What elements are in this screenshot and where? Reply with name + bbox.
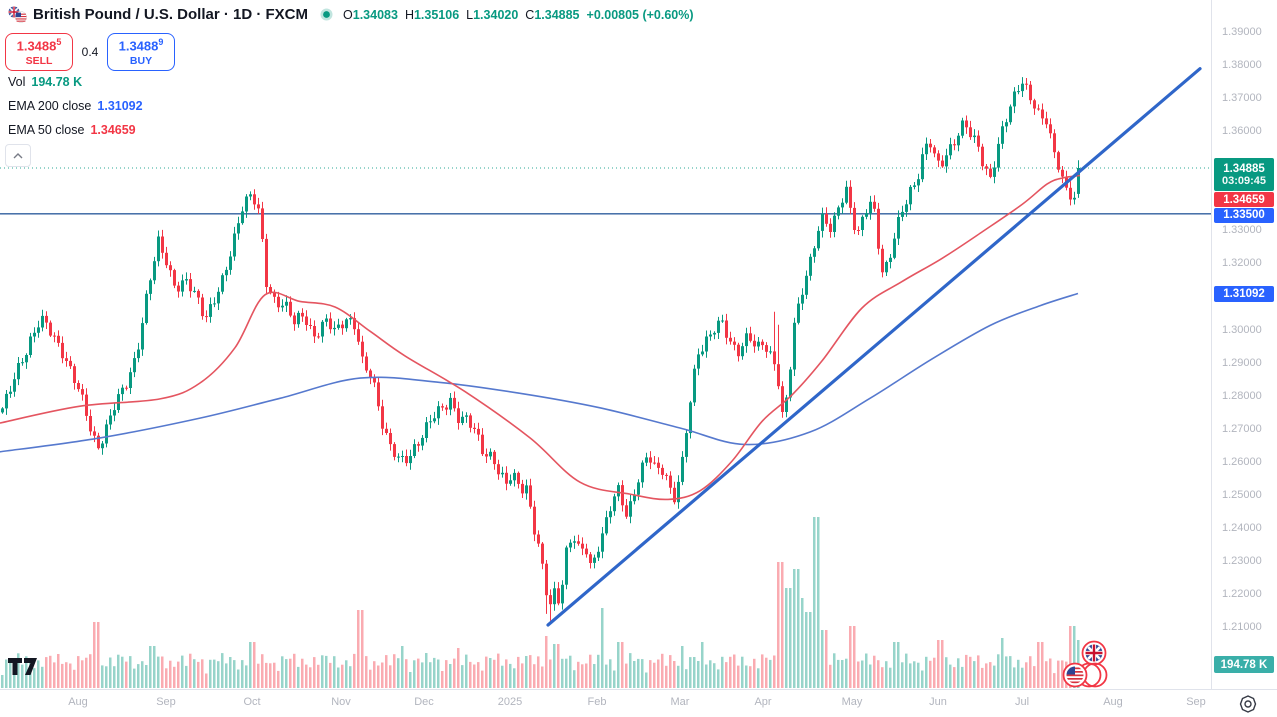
sell-button[interactable]: 1.34885 SELL [5,33,73,71]
us-flag-event-icon[interactable] [1062,662,1108,688]
gbpusd-pair-icon [8,6,27,23]
time-axis-label: 2025 [497,696,523,708]
time-axis-label: Mar [670,696,690,708]
time-axis-label: Dec [414,696,434,708]
time-axis-label: May [841,696,863,708]
volume-badge: 194.78 K [1214,656,1274,673]
price-badge-current: 1.34885 03:09:45 [1214,158,1274,191]
ema200-legend-row[interactable]: EMA 200 close 1.31092 [8,99,143,113]
open-label: O [343,7,353,22]
candlestick-chart[interactable] [0,0,1211,689]
buy-button[interactable]: 1.34889 BUY [107,33,175,71]
ema200-label: EMA 200 close [8,99,92,113]
volume-value: 194.78 K [31,75,83,89]
price-axis-label: 1.32000 [1222,257,1262,270]
price-axis-label: 1.30000 [1222,323,1262,336]
ema50-value: 1.34659 [90,123,136,137]
ema200-value: 1.31092 [97,99,143,113]
spread-value: 0.4 [81,45,99,59]
price-axis-label: 1.28000 [1222,389,1262,402]
ema200-line[interactable] [0,292,1079,453]
time-axis-label: Apr [754,696,772,708]
buy-button-label: BUY [129,54,153,67]
chevron-up-icon [13,152,23,158]
market-open-dot-icon[interactable] [320,8,333,21]
time-axis-label: Jul [1014,696,1030,708]
open-value: 1.34083 [352,7,398,22]
price-axis-label: 1.21000 [1222,621,1262,633]
ema50-legend-row[interactable]: EMA 50 close 1.34659 [8,123,136,137]
price-axis-label: 1.23000 [1222,554,1262,567]
gear-icon[interactable] [1238,694,1258,714]
close-value: 1.34885 [534,7,580,22]
collapse-legend-button[interactable] [5,144,31,167]
close-label: C [525,7,535,22]
price-axis-label: 1.29000 [1222,356,1262,369]
time-axis-label: Aug [68,696,88,708]
ema50-line[interactable] [0,174,1081,501]
change-value: +0.00805 (+0.60%) [586,7,694,22]
high-value: 1.35106 [413,7,460,22]
price-axis[interactable]: 1.39000 1.38000 1.37000 1.36000 1.33000 1.320… [1211,0,1277,689]
price-axis-label: 1.25000 [1222,488,1262,501]
price-axis-label: 1.37000 [1222,92,1262,105]
candlestick-series [1,77,1080,621]
time-axis-label: Oct [243,696,261,708]
low-label: L [466,7,474,22]
sell-button-label: SELL [25,54,53,67]
high-label: H [404,7,414,22]
price-axis-label: 1.36000 [1222,125,1262,138]
trendline[interactable] [546,67,1202,627]
ema50-label: EMA 50 close [8,123,85,137]
price-badge-hline: 1.33500 [1214,207,1274,223]
price-axis-label: 1.26000 [1222,455,1262,468]
price-axis-label: 1.39000 [1222,26,1262,38]
price-axis-label: 1.38000 [1222,59,1262,72]
symbol-title[interactable]: British Pound / U.S. Dollar · 1D · FXCM [33,6,309,23]
volume-legend-row[interactable]: Vol 194.78 K [8,75,82,89]
trade-buttons: 1.34885 SELL 0.4 1.34889 BUY [5,33,175,71]
price-badge-ema200: 1.31092 [1214,286,1274,302]
time-axis-label: Aug [1103,696,1123,708]
time-axis-label: Sep [156,696,176,708]
volume-series [1,517,1080,688]
ohlc-values: O1.34083 H1.35106 L1.34020 C1.34885 +0.0… [343,8,694,22]
price-axis-label: 1.27000 [1222,422,1262,435]
volume-label: Vol [8,75,26,89]
price-badge-ema50: 1.34659 [1214,192,1274,207]
price-axis-label: 1.24000 [1222,521,1262,534]
time-axis-label: Nov [331,696,351,708]
time-axis-label: Sep [1186,696,1206,708]
time-axis[interactable]: JulAugSepOctNovDec2025FebMarAprMayJunJul… [0,689,1277,717]
time-axis-label: Jun [929,696,947,708]
price-axis-label: 1.22000 [1222,587,1262,600]
price-axis-label: 1.33000 [1222,224,1262,237]
uk-flag-event-icon[interactable] [1081,640,1107,666]
tradingview-logo[interactable] [8,657,38,676]
low-value: 1.34020 [473,7,519,22]
symbol-row: British Pound / U.S. Dollar · 1D · FXCM … [8,6,694,23]
time-axis-label: Feb [587,696,607,708]
